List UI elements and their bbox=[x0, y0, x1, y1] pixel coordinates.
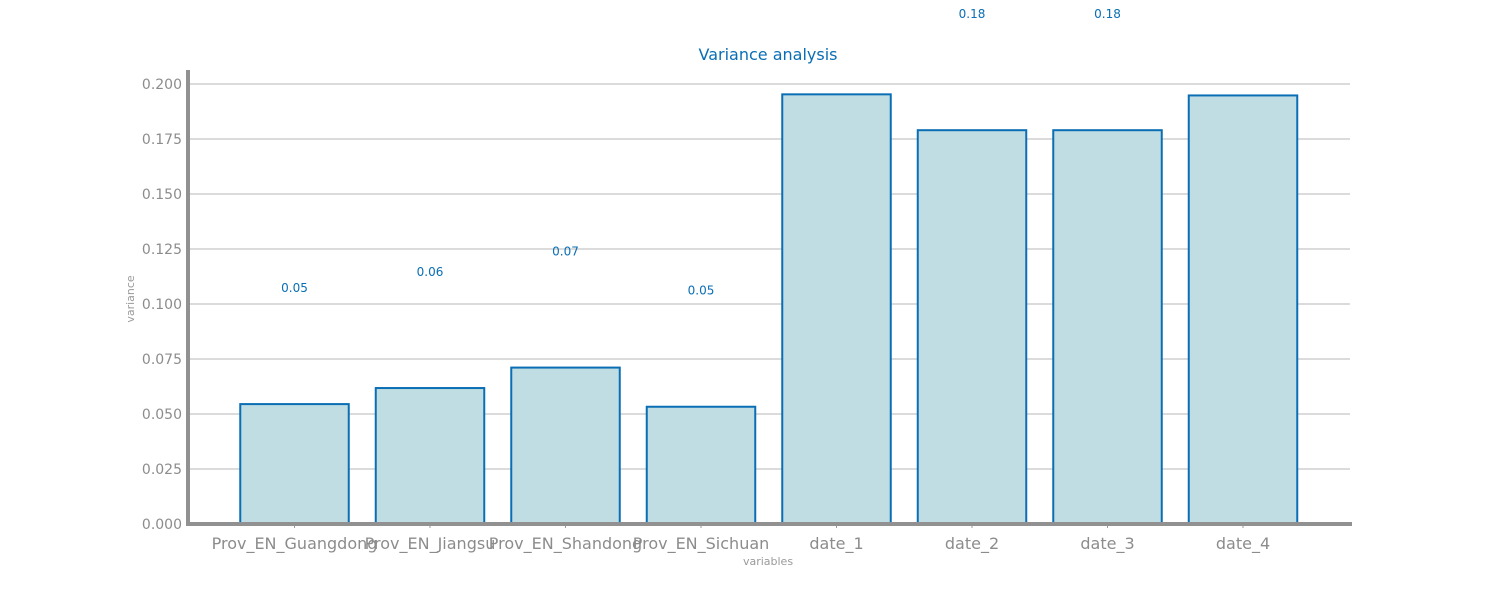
bar-date_2 bbox=[918, 130, 1027, 524]
x-tick-label: Prov_EN_Jiangsu bbox=[365, 534, 496, 554]
x-tick-label: date_4 bbox=[1216, 534, 1270, 554]
grid-lines bbox=[188, 84, 1350, 469]
chart-title: Variance analysis bbox=[699, 45, 838, 64]
y-tick-label: 0.025 bbox=[142, 462, 182, 478]
bar-date_1 bbox=[782, 94, 891, 524]
x-tick-label: Prov_EN_Sichuan bbox=[633, 534, 770, 554]
y-tick-label: 0.075 bbox=[142, 352, 182, 368]
y-tick-label: 0.100 bbox=[142, 297, 182, 313]
bar-Prov_EN_Shandong bbox=[511, 368, 620, 524]
x-tick-label: date_2 bbox=[945, 534, 999, 554]
y-tick-label: 0.175 bbox=[142, 132, 182, 148]
x-tick-label: Prov_EN_Guangdong bbox=[212, 534, 378, 554]
y-axis-ticks: 0.000 0.025 0.050 0.075 0.100 0.125 0.150 0.175… bbox=[142, 77, 182, 533]
y-axis-label: variance bbox=[124, 275, 137, 323]
bar-Prov_EN_Jiangsu bbox=[376, 388, 485, 524]
value-label: 0.18 bbox=[1094, 7, 1121, 21]
value-label: 0.05 bbox=[688, 284, 715, 298]
x-axis-ticks: Prov_EN_GuangdongProv_EN_JiangsuProv_EN_… bbox=[212, 524, 1271, 554]
bar-Prov_EN_Sichuan bbox=[647, 407, 756, 524]
value-label: 0.18 bbox=[959, 7, 986, 21]
bars bbox=[240, 94, 1297, 524]
x-tick-label: Prov_EN_Shandong bbox=[489, 534, 642, 554]
bar-date_3 bbox=[1053, 130, 1162, 524]
x-tick-label: date_1 bbox=[809, 534, 863, 554]
value-label: 0.07 bbox=[552, 244, 579, 258]
x-tick-label: date_3 bbox=[1080, 534, 1134, 554]
y-tick-label: 0.000 bbox=[142, 517, 182, 533]
bar-date_4 bbox=[1189, 95, 1298, 524]
y-tick-label: 0.200 bbox=[142, 77, 182, 93]
value-label: 0.06 bbox=[417, 265, 444, 279]
bar-Prov_EN_Guangdong bbox=[240, 404, 349, 524]
y-tick-label: 0.150 bbox=[142, 187, 182, 203]
x-axis-label: variables bbox=[743, 555, 793, 568]
y-tick-label: 0.125 bbox=[142, 242, 182, 258]
value-label: 0.05 bbox=[281, 281, 308, 295]
y-tick-label: 0.050 bbox=[142, 407, 182, 423]
